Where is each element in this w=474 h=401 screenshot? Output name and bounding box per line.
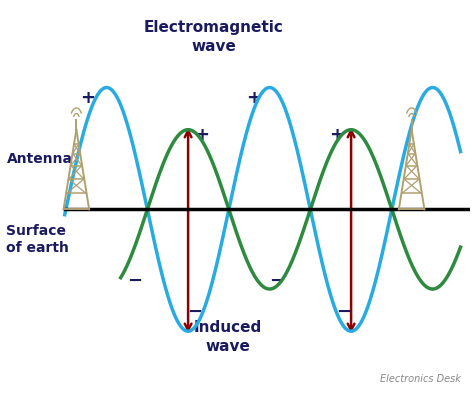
Text: −: − — [188, 302, 203, 320]
Text: Electronics Desk: Electronics Desk — [380, 373, 461, 383]
Text: +: + — [81, 89, 95, 107]
Text: +: + — [194, 126, 210, 144]
Text: +: + — [246, 89, 261, 107]
Text: +: + — [329, 126, 345, 144]
Text: −: − — [337, 302, 352, 320]
Text: Induced
wave: Induced wave — [193, 319, 262, 353]
Text: −: − — [269, 271, 284, 289]
Text: Surface
of earth: Surface of earth — [7, 224, 69, 254]
Text: −: − — [127, 271, 142, 289]
Text: Antenna: Antenna — [7, 152, 73, 165]
Text: Electromagnetic
wave: Electromagnetic wave — [144, 20, 283, 54]
